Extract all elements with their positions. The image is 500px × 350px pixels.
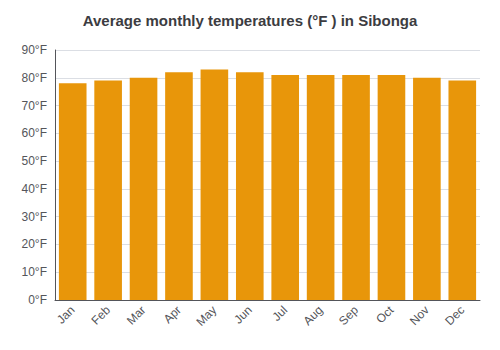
svg-text:Jan: Jan xyxy=(54,303,78,327)
svg-text:40°F: 40°F xyxy=(22,182,47,196)
svg-text:80°F: 80°F xyxy=(22,71,47,85)
svg-text:Mar: Mar xyxy=(124,303,149,327)
svg-text:30°F: 30°F xyxy=(22,210,47,224)
svg-text:Jun: Jun xyxy=(231,303,255,327)
svg-text:Feb: Feb xyxy=(89,303,114,328)
svg-text:Apr: Apr xyxy=(161,303,184,326)
svg-text:20°F: 20°F xyxy=(22,237,47,251)
svg-text:Dec: Dec xyxy=(442,303,467,328)
svg-text:Aug: Aug xyxy=(301,303,326,328)
svg-text:50°F: 50°F xyxy=(22,154,47,168)
svg-text:May: May xyxy=(193,303,219,329)
svg-text:Jul: Jul xyxy=(269,303,290,324)
svg-text:0°F: 0°F xyxy=(28,293,47,307)
svg-text:Average monthly temperatures (: Average monthly temperatures (°F ) in Si… xyxy=(83,12,418,29)
svg-text:Sep: Sep xyxy=(336,303,361,328)
svg-text:90°F: 90°F xyxy=(22,43,47,57)
svg-text:Oct: Oct xyxy=(373,303,397,327)
svg-text:60°F: 60°F xyxy=(22,126,47,140)
svg-text:Nov: Nov xyxy=(407,303,432,328)
svg-text:10°F: 10°F xyxy=(22,265,47,279)
svg-text:70°F: 70°F xyxy=(22,99,47,113)
